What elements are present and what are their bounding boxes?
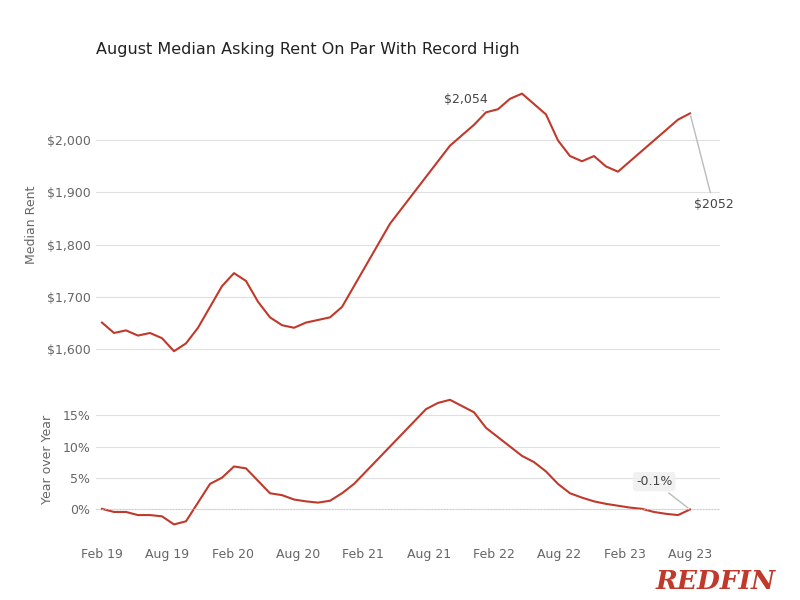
Y-axis label: Median Rent: Median Rent xyxy=(26,186,38,264)
Text: REDFIN: REDFIN xyxy=(656,569,776,594)
Text: August Median Asking Rent On Par With Record High: August Median Asking Rent On Par With Re… xyxy=(96,42,520,57)
Text: $2,054: $2,054 xyxy=(444,93,488,111)
Y-axis label: Year over Year: Year over Year xyxy=(42,415,54,503)
Text: $2052: $2052 xyxy=(690,116,734,211)
Text: -0.1%: -0.1% xyxy=(636,475,688,508)
